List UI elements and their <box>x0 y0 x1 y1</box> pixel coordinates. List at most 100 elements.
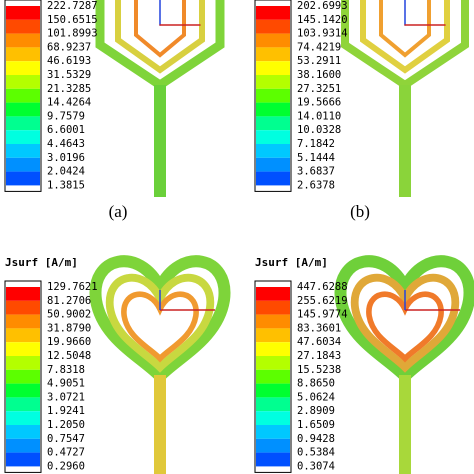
legend-label: 46.6193 <box>47 55 91 67</box>
legend-label: 21.3285 <box>47 83 91 95</box>
legend-label: 2.6378 <box>297 179 335 191</box>
legend-swatch <box>6 425 40 439</box>
legend-label: 1.2050 <box>47 419 85 431</box>
legend-label: 6.6001 <box>47 124 85 136</box>
legend-swatch <box>6 157 40 172</box>
legend-label: 0.2960 <box>47 460 85 472</box>
legend-swatch <box>256 6 290 20</box>
legend-swatch <box>6 314 40 329</box>
legend-label: 103.9314 <box>297 28 348 40</box>
legend-label: 27.3251 <box>297 83 341 95</box>
antenna-a <box>95 0 225 197</box>
legend-label: 255.6219 <box>297 295 348 307</box>
legend-swatch <box>256 116 290 131</box>
legend-label: 19.5666 <box>297 97 341 109</box>
legend-swatch <box>256 356 290 370</box>
legend-label: 19.9660 <box>47 336 91 348</box>
legend-swatch <box>6 61 40 75</box>
legend-label: 2.8909 <box>297 405 335 417</box>
legend-swatch <box>256 438 290 453</box>
legend-label: 145.9774 <box>297 309 348 321</box>
legend-swatch <box>6 144 40 158</box>
legend-label: 68.9237 <box>47 41 91 53</box>
legend-label: 3.6837 <box>297 166 335 178</box>
legend-swatch <box>6 328 40 343</box>
legend-swatch <box>256 171 290 186</box>
legend-label: 47.6034 <box>297 336 341 348</box>
legend-swatch <box>256 411 290 425</box>
legend-label: 31.5329 <box>47 69 91 81</box>
legend-swatch <box>6 342 40 356</box>
legend-label: 5.1444 <box>297 152 335 164</box>
legend-label: 3.0721 <box>47 391 85 403</box>
legend-label: 145.1420 <box>297 14 348 26</box>
legend-swatch <box>256 75 290 89</box>
legend-frame <box>4 280 42 473</box>
legend-swatch <box>256 33 290 48</box>
legend-label: 0.9428 <box>297 433 335 445</box>
legend-label: 50.9002 <box>47 309 91 321</box>
legend-label: 447.6288 <box>297 281 348 293</box>
legend-label: 4.9051 <box>47 378 85 390</box>
legend-swatch <box>256 314 290 329</box>
legend-swatch <box>6 116 40 131</box>
legend-swatch <box>256 130 290 144</box>
legend-swatch <box>256 397 290 412</box>
legend-swatch <box>6 287 40 301</box>
legend-label: 83.3601 <box>297 322 341 334</box>
legend-swatch <box>6 438 40 453</box>
legend-swatch <box>6 171 40 186</box>
legend-label: 0.7547 <box>47 433 85 445</box>
legend-label: 12.5048 <box>47 350 91 362</box>
legend-label: 38.1600 <box>297 69 341 81</box>
legend-swatch <box>256 88 290 103</box>
antenna-c <box>96 261 225 474</box>
legend-swatch <box>6 383 40 398</box>
caption: (b) <box>350 202 370 221</box>
legend-swatch <box>6 411 40 425</box>
legend-swatch <box>256 369 290 384</box>
legend-swatch <box>6 300 40 315</box>
legend-label: 8.8650 <box>297 378 335 390</box>
legend-swatch <box>256 300 290 315</box>
legend-frame <box>254 0 292 192</box>
legend-swatch <box>256 328 290 343</box>
legend-label: 1.3815 <box>47 179 85 191</box>
legend-label: 27.1843 <box>297 350 341 362</box>
legend-swatch <box>256 144 290 158</box>
legend-title: Jsurf [A/m] <box>255 256 328 269</box>
legend-swatch <box>6 369 40 384</box>
legend-label: 14.0110 <box>297 110 341 122</box>
legend-label: 53.2911 <box>297 55 341 67</box>
legend-swatch <box>256 287 290 301</box>
legend-swatch <box>6 356 40 370</box>
antenna-b <box>341 0 469 197</box>
legend-frame <box>254 280 292 473</box>
legend-swatch <box>6 19 40 34</box>
legend-label: 9.7579 <box>47 110 85 122</box>
legend-label: 4.4643 <box>47 138 85 150</box>
legend-swatch <box>6 47 40 62</box>
legend-label: 101.8993 <box>47 28 98 40</box>
legend-swatch <box>6 75 40 89</box>
legend-label: 0.5384 <box>297 447 335 459</box>
legend-swatch <box>6 33 40 48</box>
legend-label: 81.2706 <box>47 295 91 307</box>
legend-label: 5.0624 <box>297 391 335 403</box>
legend-swatch <box>256 47 290 62</box>
legend-label: 2.0424 <box>47 166 85 178</box>
legend-label: 31.8790 <box>47 322 91 334</box>
legend-swatch <box>256 425 290 439</box>
legend-swatch <box>256 19 290 34</box>
legend-label: 15.5238 <box>297 364 341 376</box>
legend-label: 129.7621 <box>47 281 98 293</box>
legend-swatch <box>6 102 40 117</box>
legend-label: 3.0196 <box>47 152 85 164</box>
legend-swatch <box>256 61 290 75</box>
caption: (a) <box>109 202 128 221</box>
legend-frame <box>4 0 42 192</box>
legend-label: 150.6515 <box>47 14 98 26</box>
legend-swatch <box>256 383 290 398</box>
legend-swatch <box>256 342 290 356</box>
